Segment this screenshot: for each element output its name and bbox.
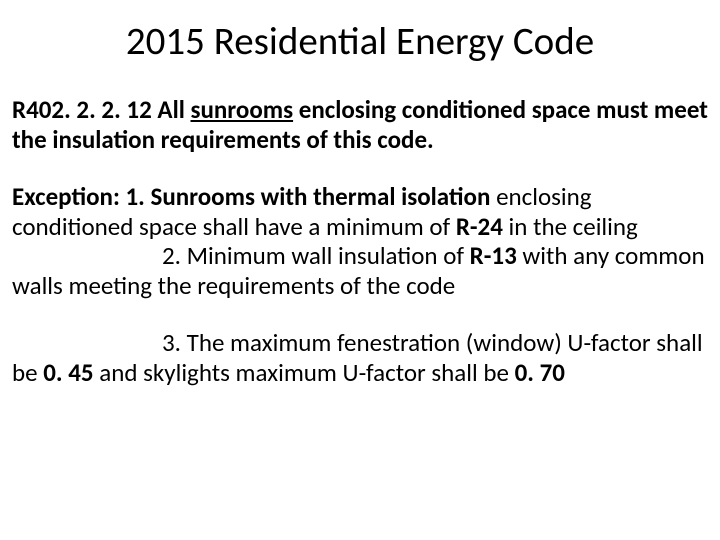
text: Exception: 1. Sunrooms with thermal isol… bbox=[12, 181, 496, 212]
sunrooms-term: sunrooms bbox=[191, 94, 294, 125]
ufactor-1: 0. 45 bbox=[43, 357, 93, 388]
slide: 2015 Residential Energy Code R402. 2. 2.… bbox=[0, 0, 720, 540]
text: 2. Minimum wall insulation of bbox=[162, 240, 470, 271]
exception-1: Exception: 1. Sunrooms with thermal isol… bbox=[12, 182, 708, 300]
slide-title: 2015 Residential Energy Code bbox=[12, 18, 708, 65]
r24-value: R-24 bbox=[456, 211, 503, 242]
slide-body: R402. 2. 2. 12 All sunrooms enclosing co… bbox=[12, 95, 708, 387]
code-ref: R402. 2. 2. 12 bbox=[12, 94, 152, 125]
ufactor-2: 0. 70 bbox=[515, 357, 565, 388]
text: All bbox=[152, 94, 191, 125]
text: and skylights maximum U-factor shall be bbox=[94, 357, 515, 388]
text: in the ceiling bbox=[503, 211, 638, 242]
r13-value: R-13 bbox=[470, 240, 517, 271]
code-requirement: R402. 2. 2. 12 All sunrooms enclosing co… bbox=[12, 95, 708, 154]
exception-3: 3. The maximum fenestration (window) U-f… bbox=[12, 328, 708, 387]
